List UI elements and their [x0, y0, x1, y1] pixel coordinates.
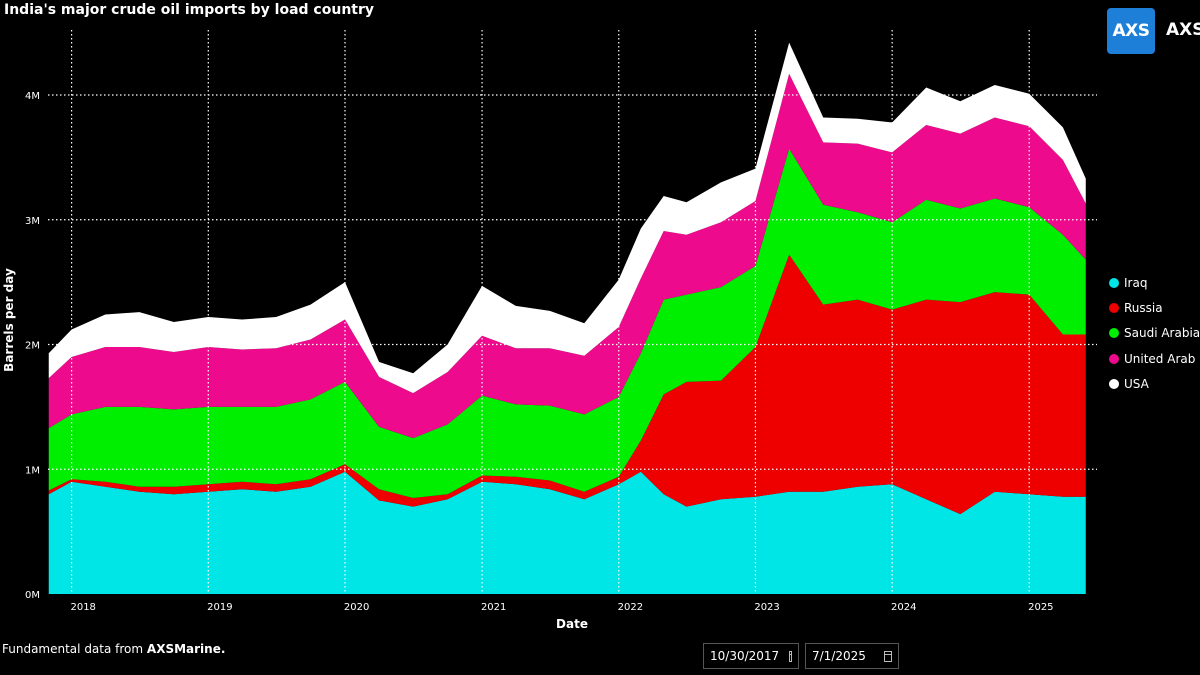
legend-marker	[1109, 328, 1119, 339]
x-tick-label: 2024	[891, 602, 916, 613]
series-area-united-arab-emirates	[48, 73, 1086, 439]
legend-label: USA	[1124, 376, 1149, 391]
legend-marker	[1109, 353, 1119, 364]
end-date-picker[interactable]: 7/1/2025	[805, 643, 899, 669]
plot-area	[48, 42, 1086, 594]
axs-logo: AXS	[1107, 8, 1155, 54]
chart-title: India's major crude oil imports by load …	[4, 2, 375, 18]
end-date-value: 7/1/2025	[812, 649, 866, 663]
legend-item[interactable]: Saudi Arabia	[1109, 321, 1200, 346]
x-tick-label: 2023	[754, 602, 779, 613]
source-name: AXSMarine.	[146, 642, 226, 656]
series-area-russia	[48, 254, 1086, 515]
x-tick-label: 2022	[618, 602, 643, 613]
start-date-value: 10/30/2017	[710, 649, 780, 663]
legend-label: Russia	[1124, 300, 1163, 315]
chart-legend: Iraq Russia Saudi Arabia United Arab Emirat…	[1109, 270, 1200, 396]
x-tick-label: 2020	[344, 602, 369, 613]
legend-item[interactable]: United Arab Emirates	[1109, 346, 1200, 371]
brand-name: AXS	[1166, 20, 1200, 40]
series-area-usa	[48, 42, 1086, 394]
source-prefix: Fundamental data from	[2, 642, 147, 656]
y-tick-label: 0M	[25, 590, 40, 601]
source-credit: Fundamental data from AXSMarine.	[2, 642, 225, 656]
x-axis-ticks: 2018 2019 2020 2021 2022 2023 2024 2025	[70, 602, 1053, 613]
legend-marker	[1109, 302, 1119, 313]
series-area-saudi-arabia	[48, 148, 1086, 498]
legend-marker	[1109, 277, 1119, 288]
x-tick-label: 2018	[70, 602, 95, 613]
x-tick-label: 2019	[207, 602, 232, 613]
y-tick-label: 2M	[25, 341, 40, 352]
legend-label: Iraq	[1124, 275, 1148, 290]
legend-item[interactable]: Iraq	[1109, 270, 1200, 295]
calendar-icon[interactable]	[789, 650, 792, 662]
y-tick-label: 1M	[25, 465, 40, 476]
legend-label: Saudi Arabia	[1124, 326, 1200, 341]
gridlines	[48, 30, 1097, 594]
x-tick-label: 2025	[1028, 602, 1053, 613]
legend-marker	[1109, 378, 1119, 389]
y-axis-label: Barrels per day	[2, 268, 16, 372]
legend-label: United Arab Emirates	[1124, 351, 1200, 366]
y-tick-label: 4M	[25, 91, 40, 102]
legend-item[interactable]: USA	[1109, 371, 1200, 396]
y-axis-ticks: 0M 1M 2M 3M 4M	[25, 91, 40, 601]
calendar-icon[interactable]	[883, 650, 892, 662]
legend-item[interactable]: Russia	[1109, 295, 1200, 320]
x-tick-label: 2021	[481, 602, 506, 613]
series-area-iraq	[48, 471, 1086, 594]
start-date-picker[interactable]: 10/30/2017	[703, 643, 799, 669]
x-axis-label: Date	[556, 617, 588, 631]
y-tick-label: 3M	[25, 216, 40, 227]
